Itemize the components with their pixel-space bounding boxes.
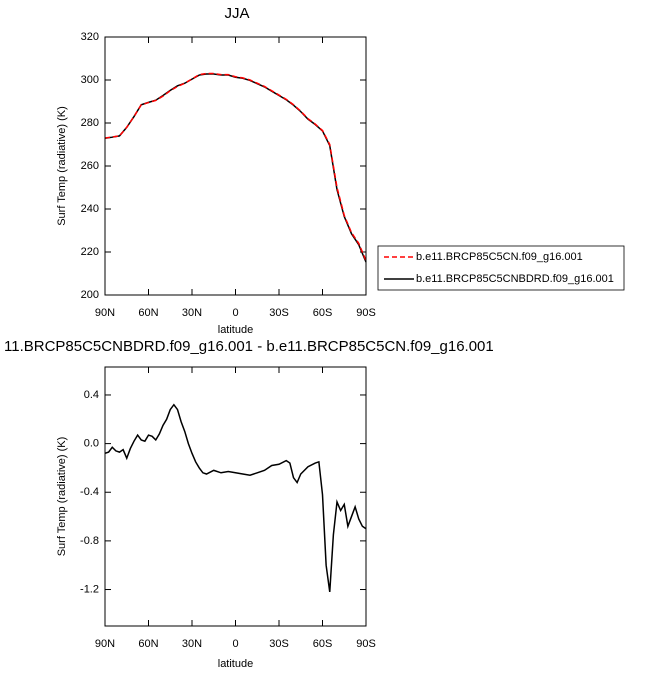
y-tick-label: 240: [81, 203, 99, 215]
x-tick-label: 60S: [313, 638, 333, 650]
plot-frame: [104, 366, 367, 627]
y-tick-label: -0.8: [80, 535, 99, 547]
y-tick-label: 220: [81, 246, 99, 258]
plot-frame: [104, 36, 367, 296]
y-tick-label: -1.2: [80, 583, 99, 595]
y-tick-label: 320: [81, 31, 99, 43]
series-line: [104, 72, 367, 261]
x-tick-label: 90S: [356, 638, 376, 650]
x-tick-label: 30N: [182, 307, 202, 319]
y-tick-label: 280: [81, 117, 99, 129]
y-tick-label: -0.4: [80, 486, 99, 498]
x-tick-label: 90S: [356, 307, 376, 319]
series-line: [104, 403, 367, 593]
legend-label: b.e11.BRCP85C5CNBDRD.f09_g16.001: [416, 273, 614, 285]
legend-box: [377, 245, 625, 291]
x-tick-label: 30N: [182, 638, 202, 650]
y-tick-label: 0.0: [84, 438, 99, 450]
x-axis-label: latitude: [218, 324, 253, 336]
y-tick-label: 200: [81, 289, 99, 301]
x-tick-label: 0: [232, 638, 238, 650]
y-tick-label: 300: [81, 74, 99, 86]
y-tick-label: 0.4: [84, 389, 99, 401]
x-tick-label: 60N: [138, 307, 158, 319]
y-tick-label: 260: [81, 160, 99, 172]
chart-title: JJA: [224, 5, 249, 22]
x-tick-label: 90N: [95, 638, 115, 650]
y-axis-label: Surf Temp (radiative) (K): [56, 437, 68, 557]
x-axis-label: latitude: [218, 658, 253, 670]
x-tick-label: 60N: [138, 638, 158, 650]
x-tick-label: 30S: [269, 307, 289, 319]
y-axis-label: Surf Temp (radiative) (K): [56, 106, 68, 226]
x-tick-label: 0: [232, 307, 238, 319]
x-tick-label: 90N: [95, 307, 115, 319]
x-tick-label: 30S: [269, 638, 289, 650]
chart-title: 11.BRCP85C5CNBDRD.f09_g16.001 - b.e11.BR…: [4, 338, 494, 355]
legend-label: b.e11.BRCP85C5CN.f09_g16.001: [416, 251, 583, 263]
x-tick-label: 60S: [313, 307, 333, 319]
series-line: [104, 73, 367, 263]
